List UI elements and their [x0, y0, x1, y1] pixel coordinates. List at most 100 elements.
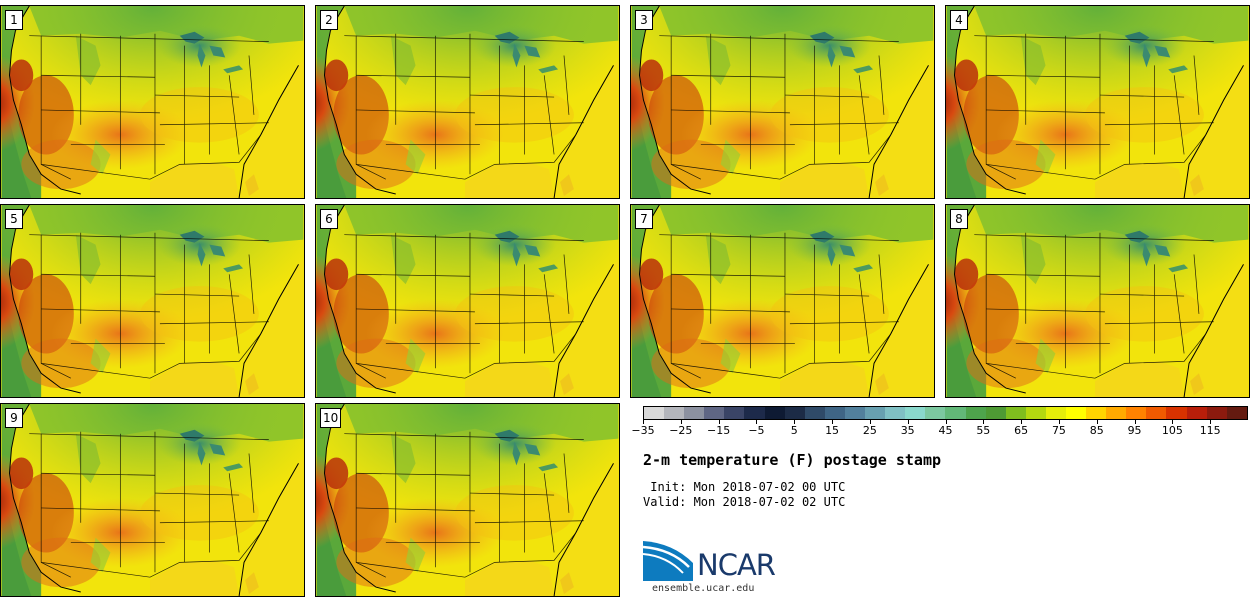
colorbar-tick-mark	[907, 420, 909, 424]
colorbar-swatch	[1065, 407, 1087, 419]
temperature-map	[631, 6, 934, 198]
colorbar-swatch	[1146, 407, 1167, 419]
postage-stamp-map-2: 2	[315, 5, 620, 199]
temperature-map	[316, 205, 619, 397]
stamp-number: 9	[5, 408, 23, 428]
colorbar-swatch	[724, 407, 745, 419]
colorbar-swatch	[965, 407, 986, 419]
website-url: ensemble.ucar.edu	[652, 583, 755, 594]
colorbar-swatch	[744, 407, 765, 419]
colorbar-swatch	[1166, 407, 1187, 419]
figure-title: 2-m temperature (F) postage stamp	[643, 451, 942, 469]
colorbar-swatch	[764, 407, 785, 419]
stamp-number: 8	[950, 209, 968, 229]
colorbar-tick-label: 45	[938, 424, 953, 437]
colorbar-swatch	[1106, 407, 1127, 419]
colorbar-tick-label: −25	[669, 424, 693, 437]
colorbar-tick-label: 65	[1014, 424, 1029, 437]
ncar-logo-icon	[643, 541, 693, 581]
colorbar-swatch	[664, 407, 685, 419]
colorbar-tick-mark	[832, 420, 834, 424]
stamp-number: 5	[5, 209, 23, 229]
colorbar-tick-mark	[794, 420, 796, 424]
colorbar-tick-label: 15	[825, 424, 840, 437]
colorbar-tick-mark	[1210, 420, 1212, 424]
colorbar-swatch	[784, 407, 805, 419]
ncar-logo-text: NCAR	[697, 548, 776, 582]
stamp-number: 7	[635, 209, 653, 229]
colorbar-tick-label: −15	[707, 424, 731, 437]
colorbar-ticks: −35 −25 −15 −5 5 15 25 35 45 55 65 75 85 95 105 115	[631, 420, 1248, 440]
colorbar-swatch	[985, 407, 1006, 419]
stamp-number: 1	[5, 10, 23, 30]
temperature-colorbar	[643, 406, 1248, 420]
postage-stamp-map-7: 7	[630, 204, 935, 398]
postage-stamp-map-10: 10	[315, 403, 620, 597]
colorbar-tick-mark	[1172, 420, 1174, 424]
colorbar-tick-label: 115	[1199, 424, 1221, 437]
temperature-map	[1, 404, 304, 596]
colorbar-swatch	[1025, 407, 1046, 419]
colorbar-swatch	[1186, 407, 1207, 419]
colorbar-tick-label: 25	[862, 424, 877, 437]
colorbar-tick-mark	[1134, 420, 1136, 424]
colorbar-tick-mark	[680, 420, 682, 424]
temperature-map	[1, 6, 304, 198]
colorbar-tick-label: 105	[1161, 424, 1183, 437]
temperature-map	[316, 6, 619, 198]
temperature-map	[1, 205, 304, 397]
colorbar-tick-label: 35	[900, 424, 915, 437]
colorbar-swatch	[945, 407, 966, 419]
stamp-number: 4	[950, 10, 968, 30]
colorbar-tick-label: 55	[976, 424, 991, 437]
colorbar-tick-mark	[1096, 420, 1098, 424]
postage-stamp-map-6: 6	[315, 204, 620, 398]
temperature-map	[946, 6, 1249, 198]
init-time: Init: Mon 2018-07-02 00 UTC	[643, 480, 846, 494]
colorbar-tick-label: −5	[748, 424, 765, 437]
colorbar-swatch	[1086, 407, 1107, 419]
colorbar-swatch	[824, 407, 845, 419]
colorbar-swatch	[1226, 407, 1247, 419]
postage-stamp-map-9: 9	[0, 403, 305, 597]
postage-stamp-map-3: 3	[630, 5, 935, 199]
colorbar-tick-label: 85	[1089, 424, 1104, 437]
colorbar-tick-mark	[983, 420, 985, 424]
colorbar-swatch	[684, 407, 705, 419]
colorbar-swatch	[844, 407, 866, 419]
stamp-number: 2	[320, 10, 338, 30]
colorbar-swatch	[1206, 407, 1227, 419]
colorbar-tick-mark	[945, 420, 947, 424]
colorbar-tick-mark	[869, 420, 871, 424]
colorbar-tick-mark	[643, 420, 644, 424]
stamp-number: 6	[320, 209, 338, 229]
colorbar-swatch	[1045, 407, 1066, 419]
colorbar-tick-label: 75	[1051, 424, 1066, 437]
colorbar-tick-mark	[756, 420, 758, 424]
temperature-map	[316, 404, 619, 596]
temperature-map	[631, 205, 934, 397]
postage-stamp-map-4: 4	[945, 5, 1250, 199]
colorbar-swatch	[925, 407, 946, 419]
colorbar-swatch	[644, 407, 665, 419]
colorbar-swatch	[885, 407, 906, 419]
colorbar-swatch	[804, 407, 825, 419]
temperature-map	[946, 205, 1249, 397]
colorbar-tick-mark	[718, 420, 720, 424]
colorbar-tick-mark	[1021, 420, 1023, 424]
valid-time: Valid: Mon 2018-07-02 02 UTC	[643, 495, 846, 509]
postage-stamp-map-5: 5	[0, 204, 305, 398]
colorbar-tick-mark	[1058, 420, 1060, 424]
colorbar-swatch	[1126, 407, 1147, 419]
colorbar-tick-label: 95	[1127, 424, 1142, 437]
stamp-number: 3	[635, 10, 653, 30]
postage-stamp-map-1: 1	[0, 5, 305, 199]
colorbar-swatch	[704, 407, 725, 419]
colorbar-swatch	[865, 407, 886, 419]
colorbar-tick-label: −35	[631, 424, 655, 437]
colorbar-tick-label: 5	[790, 424, 798, 437]
colorbar-swatch	[1005, 407, 1026, 419]
stamp-number: 10	[320, 408, 342, 428]
colorbar-swatch	[905, 407, 926, 419]
postage-stamp-map-8: 8	[945, 204, 1250, 398]
